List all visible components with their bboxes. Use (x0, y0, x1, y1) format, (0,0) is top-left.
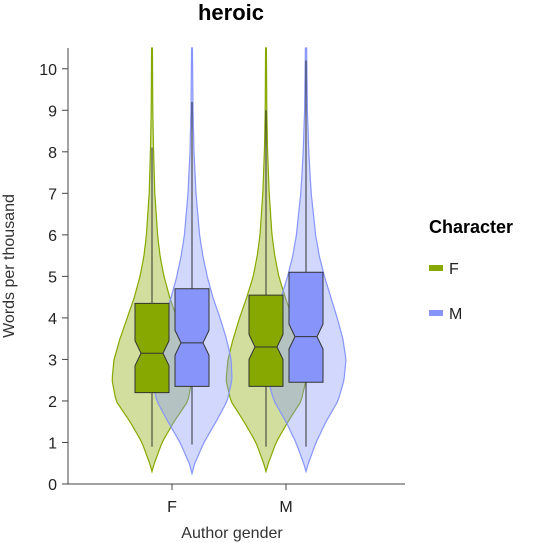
box-M-M (288, 271, 324, 383)
y-tick-label-2: 2 (48, 394, 57, 411)
legend-swatch-F (429, 265, 443, 271)
y-axis-label: Words per thousand (1, 194, 18, 338)
y-tick-label-5: 5 (48, 269, 57, 286)
chart-title: heroic (198, 0, 264, 25)
y-tick-label-4: 4 (48, 311, 57, 328)
y-tick-label-10: 10 (39, 62, 57, 79)
y-tick-label-7: 7 (48, 186, 57, 203)
legend-swatch-M (429, 310, 443, 316)
y-tick-label-8: 8 (48, 145, 57, 162)
plot-area (111, 47, 347, 476)
x-tick-label-F: F (167, 499, 177, 516)
legend-label-F: F (449, 261, 459, 278)
x-axis-label: Author gender (181, 525, 283, 542)
legend-title: Character (429, 217, 513, 237)
box-F-F (134, 302, 170, 394)
box-M-F (174, 288, 210, 387)
y-tick-label-9: 9 (48, 103, 57, 120)
y-tick-label-6: 6 (48, 228, 57, 245)
legend: Character FM (429, 217, 513, 323)
y-tick-label-3: 3 (48, 352, 57, 369)
legend-label-M: M (449, 306, 462, 323)
box-F-M (248, 294, 284, 387)
y-tick-label-0: 0 (48, 477, 57, 494)
x-tick-label-M: M (279, 499, 292, 516)
y-tick-label-1: 1 (48, 435, 57, 452)
legend-items: FM (429, 261, 462, 323)
y-ticks: 0 1 2 3 4 5 6 7 8 9 10 (39, 62, 68, 494)
